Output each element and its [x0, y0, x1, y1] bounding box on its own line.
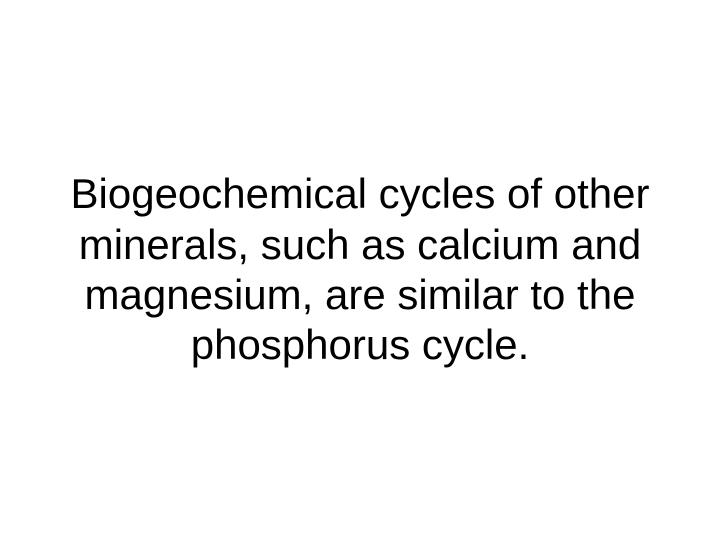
slide-content: Biogeochemical cycles of other minerals,… — [0, 169, 720, 371]
slide-text: Biogeochemical cycles of other minerals,… — [60, 169, 660, 371]
